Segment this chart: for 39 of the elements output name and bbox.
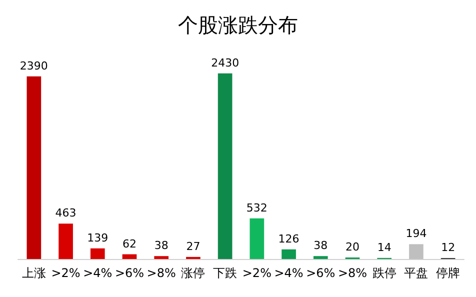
x-tick-label: >4% [83, 266, 112, 280]
data-label: 62 [122, 237, 136, 250]
data-label: 38 [314, 239, 328, 252]
data-label: 463 [55, 206, 76, 220]
x-tick-label: >6% [306, 266, 336, 280]
x-tick-label: 涨停 [181, 266, 206, 280]
bar [409, 244, 424, 259]
data-label: 2390 [20, 59, 48, 72]
data-label: 20 [346, 240, 360, 254]
data-label: 14 [377, 240, 392, 254]
bar [218, 73, 232, 259]
x-tick-label: 平盘 [404, 266, 428, 280]
x-tick-label: >8% [338, 266, 368, 280]
x-tick-label: >2% [51, 266, 80, 280]
x-tick-label: 停牌 [436, 266, 460, 280]
x-tick-label: 下跌 [213, 266, 238, 280]
x-tick-label: 跌停 [372, 266, 396, 280]
data-label: 12 [441, 241, 456, 254]
bar [122, 254, 137, 259]
x-tick-label: 上涨 [22, 266, 46, 280]
x-tick-label: >6% [114, 266, 144, 280]
data-label: 38 [154, 239, 168, 252]
data-label: 126 [278, 232, 300, 246]
bar [250, 218, 264, 259]
x-tick-label: >8% [146, 266, 176, 280]
bar [26, 76, 42, 259]
data-label: 2430 [211, 56, 240, 70]
bar [58, 224, 73, 259]
data-label: 532 [246, 201, 268, 214]
bar [282, 249, 296, 259]
chart-title: 个股涨跌分布 [178, 13, 298, 37]
bar [313, 256, 328, 259]
data-label: 27 [186, 240, 200, 253]
bar [154, 256, 169, 259]
data-label: 194 [406, 227, 427, 240]
data-label: 139 [87, 231, 108, 244]
x-tick-label: >4% [274, 266, 304, 280]
bar [90, 248, 105, 259]
x-tick-label: >2% [242, 266, 272, 280]
